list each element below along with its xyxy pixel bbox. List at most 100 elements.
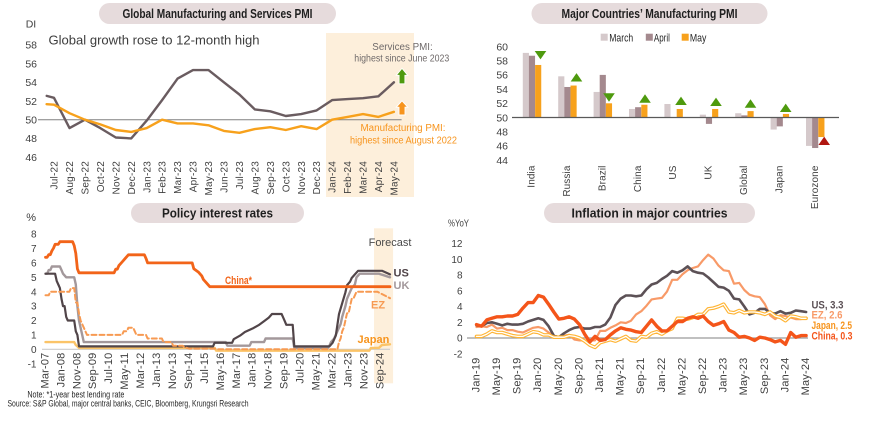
svg-text:48: 48 bbox=[496, 127, 508, 139]
svg-text:Jun-23: Jun-23 bbox=[220, 161, 231, 193]
svg-text:Major Countries’ Manufacturing: Major Countries’ Manufacturing PMI bbox=[562, 6, 738, 21]
svg-text:Nov-23: Nov-23 bbox=[297, 161, 308, 195]
svg-text:Japan, 2.5: Japan, 2.5 bbox=[812, 320, 853, 332]
svg-text:8: 8 bbox=[31, 230, 37, 241]
svg-text:Mar-22: Mar-22 bbox=[327, 353, 339, 389]
svg-text:UK: UK bbox=[394, 280, 410, 292]
svg-text:Jan-23: Jan-23 bbox=[718, 358, 730, 393]
svg-text:China, 0.3: China, 0.3 bbox=[812, 331, 853, 343]
svg-text:56: 56 bbox=[25, 58, 37, 70]
svg-text:-1: -1 bbox=[28, 359, 37, 370]
svg-text:Apr-23: Apr-23 bbox=[189, 161, 200, 192]
svg-text:Feb-24: Feb-24 bbox=[343, 161, 354, 194]
svg-text:54: 54 bbox=[496, 84, 508, 96]
svg-text:Sep-19: Sep-19 bbox=[279, 353, 291, 390]
svg-text:12: 12 bbox=[451, 239, 463, 250]
svg-text:Nov-13: Nov-13 bbox=[167, 353, 179, 390]
svg-text:44: 44 bbox=[496, 155, 508, 167]
svg-text:Japan: Japan bbox=[774, 166, 785, 194]
svg-text:Brazil: Brazil bbox=[597, 166, 608, 192]
svg-text:0: 0 bbox=[31, 345, 37, 356]
svg-text:Oct-22: Oct-22 bbox=[96, 161, 107, 192]
svg-text:56: 56 bbox=[496, 70, 508, 82]
svg-text:Jan-08: Jan-08 bbox=[55, 353, 67, 388]
svg-text:Global growth rose to 12-month: Global growth rose to 12-month high bbox=[49, 34, 260, 48]
svg-text:%YoY: %YoY bbox=[448, 219, 469, 230]
svg-text:4: 4 bbox=[457, 302, 463, 313]
svg-text:Aug-23: Aug-23 bbox=[250, 161, 261, 195]
svg-text:Sep-22: Sep-22 bbox=[81, 161, 92, 195]
svg-text:Jan-23: Jan-23 bbox=[142, 161, 153, 193]
svg-text:Jan-24: Jan-24 bbox=[779, 358, 791, 393]
svg-text:Sep-23: Sep-23 bbox=[759, 358, 771, 395]
svg-text:Inflation in major countries: Inflation in major countries bbox=[572, 206, 728, 221]
svg-text:%: % bbox=[26, 212, 36, 224]
svg-text:2: 2 bbox=[31, 316, 37, 327]
svg-text:Feb-23: Feb-23 bbox=[158, 161, 169, 194]
svg-text:Russia: Russia bbox=[562, 165, 573, 197]
svg-text:Sep-23: Sep-23 bbox=[266, 161, 277, 195]
svg-text:May-21: May-21 bbox=[615, 358, 627, 396]
svg-text:May-20: May-20 bbox=[553, 358, 565, 396]
svg-text:Global: Global bbox=[739, 166, 750, 196]
svg-text:6: 6 bbox=[31, 259, 37, 270]
svg-text:Nov-22: Nov-22 bbox=[111, 161, 122, 195]
svg-text:Sep-21: Sep-21 bbox=[635, 358, 647, 395]
svg-text:2: 2 bbox=[457, 318, 463, 329]
svg-text:March: March bbox=[609, 32, 633, 44]
svg-text:Policy interest rates: Policy interest rates bbox=[162, 206, 273, 221]
svg-text:Jul-20: Jul-20 bbox=[295, 353, 307, 384]
svg-text:Jul-10: Jul-10 bbox=[103, 353, 115, 384]
svg-text:Jan-24: Jan-24 bbox=[328, 161, 339, 193]
svg-text:Sep-19: Sep-19 bbox=[512, 358, 524, 395]
svg-text:highest since June 2023: highest since June 2023 bbox=[354, 54, 449, 65]
svg-text:India: India bbox=[527, 165, 538, 188]
svg-text:Mar-17: Mar-17 bbox=[231, 353, 243, 389]
svg-text:7: 7 bbox=[31, 244, 37, 255]
svg-text:UK: UK bbox=[704, 165, 715, 179]
svg-text:52: 52 bbox=[25, 96, 37, 108]
svg-text:Jul-15: Jul-15 bbox=[199, 353, 211, 384]
svg-text:Mar-12: Mar-12 bbox=[135, 353, 147, 389]
svg-text:1: 1 bbox=[31, 331, 37, 342]
svg-text:54: 54 bbox=[25, 77, 37, 89]
svg-text:EZ: EZ bbox=[371, 300, 385, 312]
svg-text:China*: China* bbox=[225, 275, 253, 287]
svg-text:Sep-20: Sep-20 bbox=[573, 358, 585, 395]
svg-text:May-22: May-22 bbox=[676, 358, 688, 396]
svg-text:Jan-18: Jan-18 bbox=[247, 353, 259, 388]
svg-text:Services PMI:: Services PMI: bbox=[372, 42, 432, 53]
svg-text:Jan-19: Jan-19 bbox=[470, 358, 482, 393]
svg-text:Jul-23: Jul-23 bbox=[235, 161, 246, 190]
svg-text:6: 6 bbox=[457, 286, 463, 297]
svg-text:Jul-22: Jul-22 bbox=[50, 161, 61, 190]
svg-text:52: 52 bbox=[496, 98, 508, 110]
svg-text:Jan-20: Jan-20 bbox=[532, 358, 544, 393]
svg-text:48: 48 bbox=[25, 133, 37, 145]
svg-text:58: 58 bbox=[496, 56, 508, 68]
svg-text:0: 0 bbox=[457, 334, 463, 345]
svg-text:Jan-22: Jan-22 bbox=[656, 358, 668, 393]
svg-text:46: 46 bbox=[496, 141, 508, 153]
svg-text:highest since August 2022: highest since August 2022 bbox=[350, 136, 457, 147]
svg-text:8: 8 bbox=[457, 271, 463, 282]
svg-text:May-19: May-19 bbox=[491, 358, 503, 396]
svg-text:May-23: May-23 bbox=[204, 161, 215, 196]
svg-text:US: US bbox=[394, 268, 409, 280]
svg-text:Dec-23: Dec-23 bbox=[312, 161, 323, 195]
svg-text:Nov-23: Nov-23 bbox=[358, 353, 370, 390]
svg-text:Forecast: Forecast bbox=[369, 237, 412, 249]
svg-text:Jan-13: Jan-13 bbox=[151, 353, 163, 388]
svg-text:May-24: May-24 bbox=[390, 161, 401, 196]
svg-text:50: 50 bbox=[25, 115, 37, 127]
svg-text:May-21: May-21 bbox=[311, 353, 323, 391]
svg-text:Sep-09: Sep-09 bbox=[87, 353, 99, 390]
svg-text:-2: -2 bbox=[454, 349, 463, 360]
svg-text:May-24: May-24 bbox=[800, 358, 812, 396]
svg-text:Source: S&P Global, major cent: Source: S&P Global, major central banks,… bbox=[8, 399, 249, 409]
svg-text:50: 50 bbox=[496, 112, 508, 124]
svg-text:April: April bbox=[654, 32, 670, 44]
svg-text:EZ, 2.6: EZ, 2.6 bbox=[812, 310, 843, 322]
svg-text:Dec-22: Dec-22 bbox=[127, 161, 138, 195]
svg-text:May-11: May-11 bbox=[119, 353, 131, 390]
